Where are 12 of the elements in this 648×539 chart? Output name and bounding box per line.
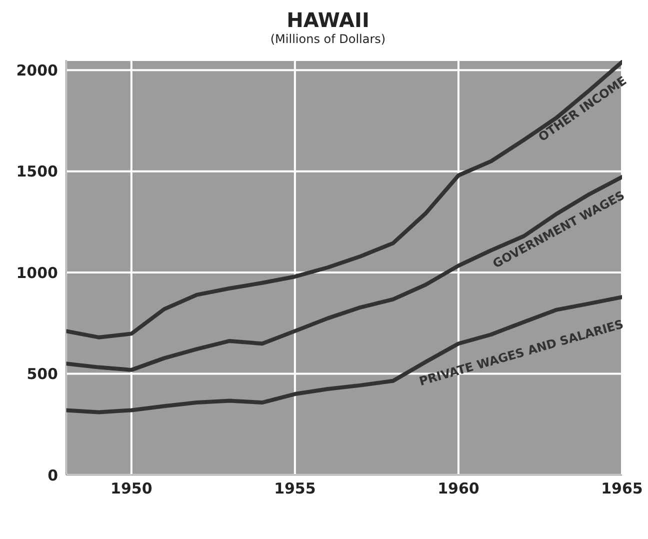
x-tick-label: 1960 bbox=[438, 480, 480, 498]
y-tick-label: 1500 bbox=[16, 162, 58, 181]
y-tick-label: 2000 bbox=[16, 61, 58, 80]
x-tick-label: 1955 bbox=[274, 480, 316, 498]
y-tick-label: 500 bbox=[26, 365, 58, 384]
line-series bbox=[66, 295, 622, 414]
chart-title: HAWAII bbox=[286, 8, 370, 32]
chart-subtitle: (Millions of Dollars) bbox=[269, 32, 387, 46]
y-tick-label: 1000 bbox=[16, 264, 58, 282]
y-tick-label: 0 bbox=[48, 466, 58, 484]
x-tick-label: 1965 bbox=[601, 480, 643, 498]
x-tick-label: 1950 bbox=[110, 480, 152, 498]
